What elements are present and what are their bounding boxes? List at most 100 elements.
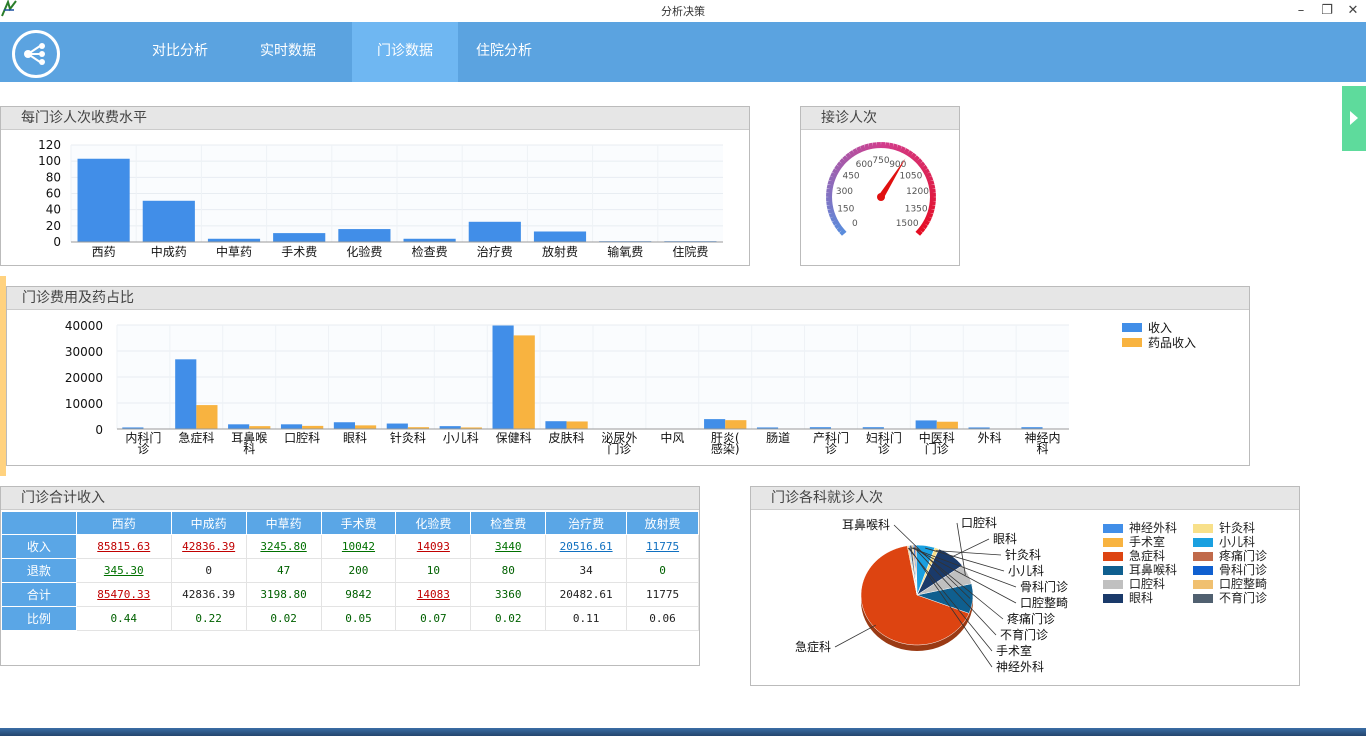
- legend-item: 针灸科: [1193, 519, 1255, 536]
- side-panel-toggle[interactable]: [1342, 86, 1366, 151]
- visits-panel: 接诊人次 0 150 300 450 600 750 900 1050 1200 1350 1500: [800, 106, 960, 266]
- bar: [439, 426, 461, 429]
- y-tick-label: 60: [46, 187, 61, 201]
- table-cell[interactable]: 42836.39: [170, 534, 247, 559]
- legend-swatch: [1103, 580, 1123, 589]
- legend-item: 骨科门诊: [1193, 561, 1267, 578]
- x-tick-label: 妇科门诊: [866, 430, 902, 456]
- gauge-arc-segment: [927, 208, 935, 214]
- legend-swatch: [1122, 338, 1142, 347]
- legend-item: 小儿科: [1193, 533, 1255, 550]
- legend-label: 手术室: [1129, 535, 1166, 549]
- bar: [386, 423, 408, 429]
- bar: [513, 335, 535, 429]
- pie-leader-line: [949, 538, 990, 559]
- gauge-arc-segment: [860, 144, 867, 152]
- panel-title: 每门诊人次收费水平: [1, 107, 749, 130]
- gauge-arc-segment: [845, 152, 853, 160]
- tab-realtime[interactable]: 实时数据: [260, 43, 316, 59]
- gauge-arc-segment: [827, 180, 835, 186]
- bar: [407, 427, 430, 429]
- y-tick-label: 100: [38, 154, 61, 168]
- pie-legend: 神经外科 针灸科 手术室 小儿科 急症科 疼痛门诊 耳鼻喉科 骨科门诊 口腔科 口腔整畸 眼科 不育门…: [1095, 517, 1283, 609]
- pie-label: 急症科: [795, 639, 831, 654]
- gauge-arc-segment: [924, 172, 932, 179]
- legend-swatch: [1193, 524, 1213, 533]
- gauge-arc-segment: [918, 161, 926, 169]
- table-cell[interactable]: 3245.80: [245, 534, 322, 559]
- x-tick-label: 中风: [660, 430, 684, 445]
- gauge-arc-segment: [922, 219, 930, 226]
- gauge-arc-segment: [920, 164, 928, 172]
- chevron-right-icon: [1350, 111, 1358, 125]
- legend-swatch: [1193, 594, 1213, 603]
- y-tick-label: 30000: [65, 345, 103, 359]
- minimize-icon[interactable]: –: [1297, 3, 1305, 18]
- tab-compare[interactable]: 对比分析: [152, 43, 208, 59]
- tab-outpatient[interactable]: 门诊数据: [352, 22, 458, 82]
- gauge-arc-segment: [888, 142, 894, 150]
- table-row: 收入 85815.63 42836.39 3245.80 10042 14093 3440 2…: [1, 534, 699, 559]
- bar: [338, 229, 391, 242]
- table-cell[interactable]: 345.30: [75, 558, 172, 583]
- bar: [756, 427, 779, 429]
- gauge-tick-label: 1050: [899, 171, 922, 181]
- restore-icon[interactable]: ❐: [1321, 3, 1333, 18]
- tab-inpatient[interactable]: 住院分析: [476, 43, 532, 59]
- legend-item: 口腔整畸: [1193, 575, 1267, 592]
- legend-label: 针灸科: [1219, 521, 1256, 535]
- gauge-arc-segment: [906, 150, 914, 158]
- gauge-arc-segment: [926, 176, 934, 183]
- bar: [936, 421, 958, 429]
- legend-label: 小儿科: [1219, 535, 1256, 549]
- table-cell[interactable]: 11775: [626, 534, 699, 559]
- table-cell[interactable]: 20516.61: [545, 534, 628, 559]
- table-cell: 0.02: [245, 606, 322, 631]
- gauge-tick-label: 1200: [906, 187, 929, 197]
- window-title: 分析决策: [661, 5, 705, 18]
- home-logo-icon[interactable]: [12, 30, 60, 78]
- legend-label: 不育门诊: [1219, 591, 1268, 605]
- gauge-tick-label: 600: [856, 160, 873, 170]
- gauge-arc-segment: [926, 211, 934, 218]
- table-cell[interactable]: 85470.33: [75, 582, 172, 607]
- legend-item: 手术室: [1103, 533, 1165, 550]
- pie-label: 针灸科: [1005, 547, 1041, 562]
- table-cell: 34: [545, 558, 628, 583]
- close-icon[interactable]: ✕: [1347, 3, 1359, 18]
- table-cell: 0.11: [545, 606, 628, 631]
- gauge-arc-segment: [839, 158, 847, 166]
- bar: [915, 420, 937, 429]
- x-tick-label: 西药: [92, 245, 116, 259]
- table-cell[interactable]: 10042: [320, 534, 397, 559]
- fee-level-chart: 120 100 80 60 40 20 0 西药 中成药 中草药 手术费 化验费 检查费 治疗费 放射费 输氧…: [38, 138, 723, 259]
- taskbar: [0, 728, 1366, 736]
- table-cell[interactable]: 85815.63: [75, 534, 172, 559]
- legend-item: 耳鼻喉科: [1103, 561, 1177, 578]
- panel-title: 门诊合计收入: [1, 487, 699, 510]
- bar: [280, 424, 303, 429]
- table-cell: 42836.39: [170, 582, 247, 607]
- gauge-arc-segment: [903, 148, 910, 156]
- x-tick-label: 小儿科: [443, 431, 479, 445]
- gauge-needle: [878, 158, 906, 198]
- fee-ratio-panel: 门诊费用及药占比 40000 30000 20000 10000 0 内科门诊 急症科 耳鼻喉…: [6, 286, 1250, 466]
- gauge-arc-segment: [836, 225, 844, 233]
- bar: [1021, 427, 1043, 429]
- legend-label: 眼科: [1129, 591, 1154, 605]
- table-cell[interactable]: 14093: [395, 534, 472, 559]
- legend-item: 急症科: [1103, 547, 1165, 564]
- x-tick-label: 外科: [978, 431, 1002, 445]
- bar: [725, 420, 747, 429]
- gauge-arc-segment: [915, 158, 923, 166]
- table-cell[interactable]: 14083: [395, 582, 472, 607]
- gauge-tick-label: 1350: [905, 204, 928, 214]
- bar: [460, 427, 482, 429]
- x-tick-label: 皮肤科: [549, 430, 585, 445]
- gauge-arc-segment: [912, 155, 920, 163]
- y-tick-label: 120: [38, 138, 61, 152]
- table-cell[interactable]: 3440: [470, 534, 547, 559]
- gauge-tick-label: 450: [842, 171, 859, 181]
- bar: [196, 405, 218, 429]
